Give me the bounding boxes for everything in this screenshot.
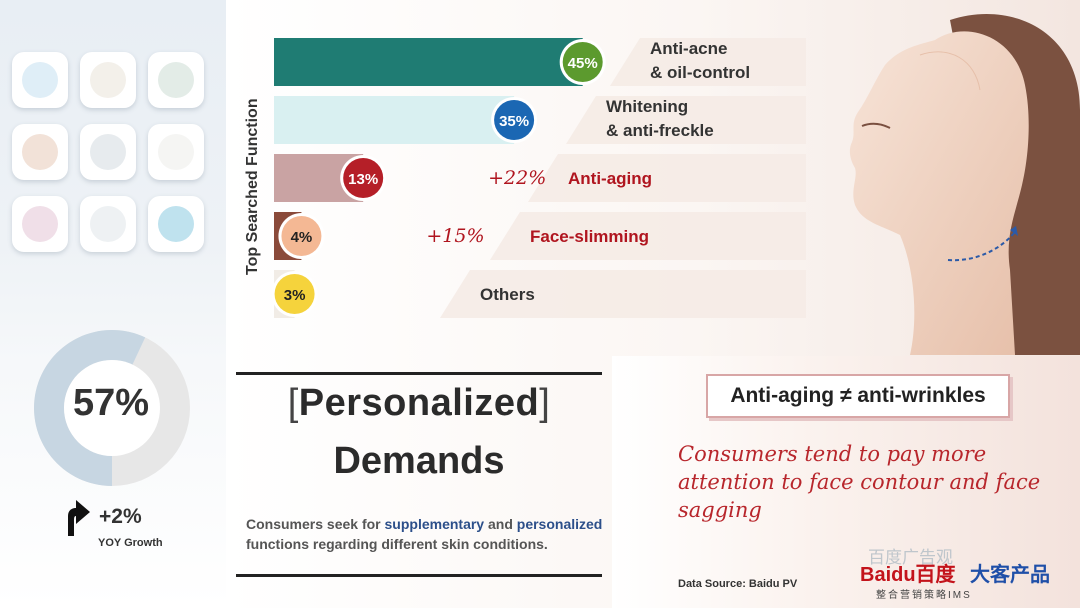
section-title: [Personalized] [236, 382, 602, 425]
baidu-logo: Baidu百度 [860, 564, 956, 586]
yoy-growth-label: YOY Growth [98, 537, 163, 549]
section-subtitle: Demands [333, 440, 505, 482]
bar-chart: 45% Anti-acne & oil-control 35% Whitening & a… [271, 38, 806, 318]
category-band [490, 212, 806, 260]
brand-subtitle: 整合营销策略IMS [876, 590, 972, 601]
value-label: 35% [499, 113, 529, 130]
product-tile [80, 52, 136, 108]
value-badge [274, 274, 315, 314]
desc-highlight: supplementary [384, 516, 485, 532]
product-tile [148, 124, 204, 180]
bar [274, 38, 583, 86]
chart-y-axis-label: Top Searched Function [244, 98, 261, 275]
bar [274, 96, 515, 144]
brand-name: 大客产品 [970, 564, 1050, 586]
product-tile [148, 196, 204, 252]
bracket-right: ] [539, 382, 551, 424]
product-tile [80, 196, 136, 252]
value-label: 13% [348, 171, 378, 188]
value-label: 3% [284, 287, 306, 304]
watermark: 百度广告观 [868, 548, 953, 567]
face-illustration-icon [849, 14, 1080, 355]
growth-label: +22% [488, 167, 546, 189]
section-description: Consumers seek for supplementary and per… [246, 514, 616, 554]
bracket-left: [ [287, 382, 299, 424]
brand-logo: Baidu百度 大客产品 整合营销策略IMS [860, 544, 1075, 604]
desc-text: and [484, 516, 517, 532]
up-arrow-icon [68, 500, 90, 536]
value-badge [494, 100, 535, 140]
value-badge [281, 216, 322, 256]
value-label: 4% [291, 229, 313, 246]
desc-text: functions regarding different skin condi… [246, 536, 548, 552]
category-label: Face-slimming [530, 227, 649, 246]
left-panel [0, 0, 226, 608]
category-label: Anti-acne [650, 39, 727, 58]
value-label: 45% [568, 55, 598, 72]
category-band [440, 270, 806, 318]
category-label: & anti-freckle [606, 121, 714, 140]
desc-highlight: personalized [516, 516, 603, 532]
value-badge [562, 42, 603, 82]
product-tile [12, 196, 68, 252]
category-label: Anti-aging [568, 169, 652, 188]
category-band [566, 96, 806, 144]
y-axis-title: Top Searched Function [244, 98, 261, 275]
yoy-growth-value: +2% [99, 505, 142, 528]
value-badge [343, 158, 384, 198]
donut-hole [64, 360, 160, 456]
consumer-note: Consumers tend to pay more attention to … [678, 442, 1041, 522]
divider-top [236, 372, 602, 375]
product-tile [12, 124, 68, 180]
category-label: Others [480, 285, 535, 304]
title-text: Personalized [298, 382, 540, 424]
divider-bottom [236, 574, 602, 577]
product-tile [80, 124, 136, 180]
product-tile [12, 52, 68, 108]
anti-aging-callout-text: Anti-aging ≠ anti-wrinkles [730, 384, 986, 407]
anti-aging-callout: Anti-aging ≠ anti-wrinkles [706, 374, 1010, 418]
category-label: & oil-control [650, 63, 750, 82]
growth-donut [33, 330, 190, 486]
category-label: Whitening [606, 97, 688, 116]
category-band [528, 154, 806, 202]
data-source: Data Source: Baidu PV [678, 578, 798, 590]
donut-segment [33, 330, 146, 486]
donut-percentage: 57% [72, 382, 150, 424]
category-band [610, 38, 806, 86]
product-tile [148, 52, 204, 108]
desc-text: Consumers seek for [246, 516, 385, 532]
growth-label: +15% [426, 225, 484, 247]
